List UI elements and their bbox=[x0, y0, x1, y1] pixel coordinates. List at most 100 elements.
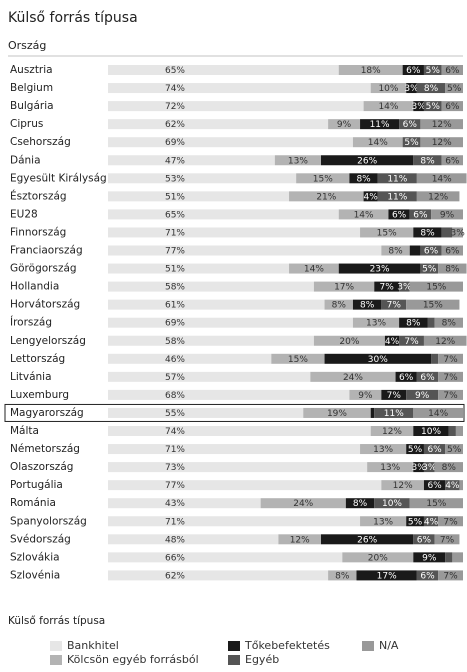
value-label: 7% bbox=[443, 517, 458, 527]
bar-segment bbox=[399, 317, 428, 328]
value-label: 4% bbox=[364, 192, 379, 202]
value-label: 77% bbox=[165, 481, 185, 491]
value-label: 7% bbox=[443, 355, 458, 365]
category-label: Spanyolország bbox=[10, 515, 87, 527]
bar-segment bbox=[431, 209, 463, 220]
bar-segment bbox=[434, 317, 463, 328]
value-label: 51% bbox=[165, 265, 185, 275]
bar-segment bbox=[409, 245, 421, 256]
bar-segment bbox=[434, 462, 463, 473]
category-label: Észtország bbox=[10, 189, 67, 202]
bar-segment bbox=[108, 426, 371, 436]
bar-segment bbox=[402, 137, 421, 148]
value-label: 58% bbox=[165, 283, 185, 293]
bar-segment bbox=[413, 155, 442, 166]
bar-segment bbox=[381, 299, 407, 310]
value-label: 11% bbox=[387, 192, 407, 202]
bar-segment bbox=[374, 281, 400, 292]
value-label: 8% bbox=[353, 499, 368, 509]
value-label: 12% bbox=[382, 427, 402, 437]
value-label: 4% bbox=[424, 517, 439, 527]
value-label: 7% bbox=[440, 535, 455, 545]
bar-segment bbox=[108, 552, 343, 563]
bar-segment bbox=[108, 263, 290, 274]
value-label: 7% bbox=[387, 301, 402, 311]
value-label: 65% bbox=[165, 210, 185, 220]
value-label: 26% bbox=[357, 156, 377, 166]
value-label: 13% bbox=[288, 156, 308, 166]
value-label: 6% bbox=[392, 210, 407, 220]
bar-segment bbox=[438, 263, 467, 274]
bar-segment bbox=[445, 83, 463, 94]
bar-segment bbox=[413, 462, 424, 473]
bar-segment bbox=[420, 137, 463, 148]
value-label: 14% bbox=[428, 409, 448, 419]
bar-segment bbox=[416, 191, 460, 202]
bar-segment bbox=[441, 245, 463, 256]
value-label: 12% bbox=[428, 192, 448, 202]
category-label: Lengyelország bbox=[10, 335, 86, 347]
bar-segment bbox=[445, 444, 463, 455]
legend-label: Bankhitel bbox=[67, 639, 119, 652]
category-label: Dánia bbox=[10, 154, 41, 166]
value-label: 43% bbox=[165, 499, 185, 509]
value-label: 5% bbox=[426, 66, 441, 76]
value-label: 7% bbox=[443, 571, 458, 581]
bar-segment bbox=[352, 317, 400, 328]
bar-segment bbox=[377, 191, 417, 202]
bar-segment bbox=[420, 119, 463, 130]
bar-segment bbox=[445, 552, 453, 563]
value-label: 7% bbox=[380, 283, 395, 293]
bar-segment bbox=[108, 516, 361, 527]
bar-segment bbox=[416, 173, 467, 184]
category-label: Ausztria bbox=[10, 64, 53, 76]
value-label: 15% bbox=[426, 283, 446, 293]
value-label: 8% bbox=[335, 571, 350, 581]
value-label: 6% bbox=[413, 210, 428, 220]
bar-segment bbox=[303, 407, 371, 418]
value-label: 3% bbox=[451, 228, 466, 238]
bar-segment bbox=[409, 209, 432, 220]
category-label: Olaszország bbox=[10, 461, 73, 473]
value-label: 6% bbox=[399, 373, 414, 383]
value-label: 9% bbox=[358, 391, 373, 401]
value-label: 72% bbox=[165, 102, 185, 112]
bar-segment bbox=[459, 480, 463, 491]
bar-segment bbox=[108, 65, 339, 75]
bar-segment bbox=[108, 101, 364, 112]
bar-segment bbox=[434, 534, 460, 545]
legend-swatch bbox=[228, 655, 240, 665]
bar-segment bbox=[360, 444, 407, 455]
bar-segment bbox=[420, 263, 439, 274]
value-label: 8% bbox=[424, 84, 439, 94]
value-label: 3% bbox=[411, 463, 426, 473]
bar-segment bbox=[338, 209, 389, 220]
bar-segment bbox=[409, 281, 463, 292]
value-label: 15% bbox=[288, 355, 308, 365]
bar-segment bbox=[423, 444, 446, 455]
bar-segment bbox=[108, 227, 361, 238]
value-label: 15% bbox=[377, 228, 397, 238]
bar-segment bbox=[399, 119, 421, 130]
bar-segment bbox=[402, 65, 424, 75]
bar-segment bbox=[413, 101, 424, 112]
bar-segment bbox=[423, 335, 467, 346]
category-label: Bulgária bbox=[10, 100, 54, 112]
bar-segment bbox=[274, 155, 321, 166]
bar-segment bbox=[108, 570, 329, 581]
bar-segment bbox=[445, 480, 460, 491]
bar-segment bbox=[381, 480, 424, 491]
bar-segment bbox=[441, 155, 463, 166]
bar-segment bbox=[108, 335, 314, 346]
value-label: 12% bbox=[432, 120, 452, 130]
value-label: 73% bbox=[165, 463, 185, 473]
bar-segment bbox=[321, 534, 414, 545]
value-label: 77% bbox=[165, 247, 185, 257]
bar-segment bbox=[370, 426, 414, 436]
value-label: 15% bbox=[423, 301, 443, 311]
value-label: 7% bbox=[443, 373, 458, 383]
value-label: 69% bbox=[165, 319, 185, 329]
bar-segment bbox=[108, 407, 304, 418]
bar-segment bbox=[108, 137, 353, 148]
value-label: 30% bbox=[368, 355, 388, 365]
